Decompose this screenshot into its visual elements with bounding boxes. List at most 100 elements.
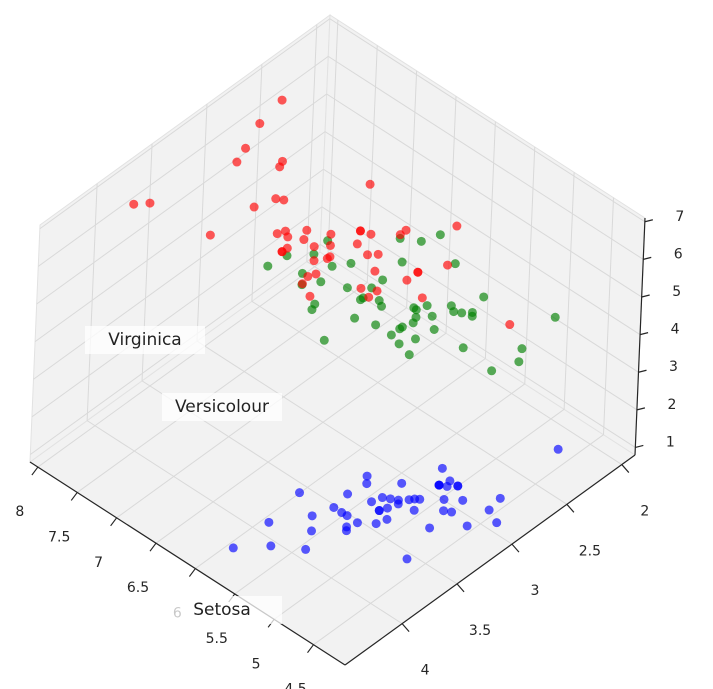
grid-line [37, 55, 329, 267]
point [467, 311, 477, 321]
point [427, 311, 437, 321]
point [366, 229, 376, 239]
point [434, 480, 444, 490]
grid-line [234, 383, 526, 595]
grid-line [86, 420, 403, 625]
point [319, 335, 329, 345]
annotation: Versicolour [175, 397, 269, 417]
point [205, 230, 215, 240]
point [417, 293, 427, 303]
z-tick-label: 4 [671, 322, 680, 338]
y-tick-label: 4 [421, 663, 430, 679]
point [413, 267, 423, 277]
point [299, 235, 309, 245]
grid-line [36, 93, 327, 305]
tick-mark [643, 256, 652, 260]
point [402, 275, 412, 285]
z-tick-label: 7 [675, 209, 684, 225]
tick-mark [641, 294, 650, 298]
point [378, 275, 388, 285]
x-tick-label: 7.5 [48, 529, 70, 545]
tick-mark [566, 503, 575, 513]
point [350, 313, 360, 323]
point [505, 320, 515, 330]
tick-mark [511, 543, 520, 553]
point [410, 334, 420, 344]
point [393, 495, 403, 505]
point [374, 506, 384, 516]
annotation: Setosa [193, 600, 251, 620]
tick-mark [188, 568, 196, 577]
point [309, 249, 319, 259]
grid-line [251, 300, 568, 505]
point [277, 247, 287, 257]
point [363, 250, 373, 260]
annotation-box [162, 596, 282, 624]
point [435, 230, 445, 240]
point [415, 494, 425, 504]
point [307, 511, 317, 521]
point [342, 283, 352, 293]
z-tick-label: 2 [667, 397, 676, 413]
point [411, 305, 421, 315]
z-tick-label: 6 [674, 246, 683, 262]
point [309, 256, 319, 266]
grid-line [324, 131, 641, 336]
point [316, 277, 326, 287]
x-axis-line [29, 461, 346, 666]
grid-line [603, 197, 614, 435]
point [408, 318, 418, 328]
grid-line [306, 24, 318, 262]
point [404, 495, 414, 505]
y-tick-label: 3 [531, 583, 540, 599]
grid-line [196, 340, 513, 545]
grid-line [33, 168, 324, 380]
x-tick-label: 7 [94, 555, 103, 571]
tick-mark [644, 219, 653, 223]
grid-line [320, 244, 636, 448]
point [374, 296, 384, 306]
point [442, 481, 452, 491]
tick-mark [636, 407, 646, 411]
point [280, 226, 290, 236]
point [386, 330, 396, 340]
point [232, 157, 242, 167]
point [553, 444, 563, 454]
tick-mark [401, 623, 410, 633]
point [355, 226, 365, 236]
tick-mark [621, 464, 630, 473]
tick-mark [635, 444, 644, 449]
x-tick-label: 6.5 [127, 580, 149, 596]
grid-line [406, 70, 418, 308]
point [362, 471, 372, 481]
point [365, 179, 375, 189]
z-tick-label: 1 [666, 434, 675, 450]
point [342, 522, 352, 532]
point [325, 252, 335, 262]
point [266, 541, 276, 551]
point [364, 292, 374, 302]
point [453, 481, 463, 491]
grid-line [524, 146, 536, 384]
point [492, 518, 502, 528]
point [277, 156, 287, 166]
point [129, 199, 139, 209]
point [255, 119, 265, 129]
y-axis-line [344, 454, 636, 666]
point [307, 305, 317, 315]
y-tick-label: 3.5 [469, 623, 491, 639]
point [325, 240, 335, 250]
grid-line [196, 104, 208, 342]
point [447, 507, 457, 517]
point [452, 221, 462, 231]
y-tick-label: 2 [640, 504, 649, 520]
grid-line [39, 18, 331, 230]
point [373, 249, 383, 259]
point [249, 202, 259, 212]
tick-mark [70, 492, 78, 501]
grid-line [321, 206, 638, 411]
grid-line [251, 64, 263, 302]
point [382, 503, 392, 513]
grid-line [445, 96, 457, 334]
point [264, 517, 274, 527]
